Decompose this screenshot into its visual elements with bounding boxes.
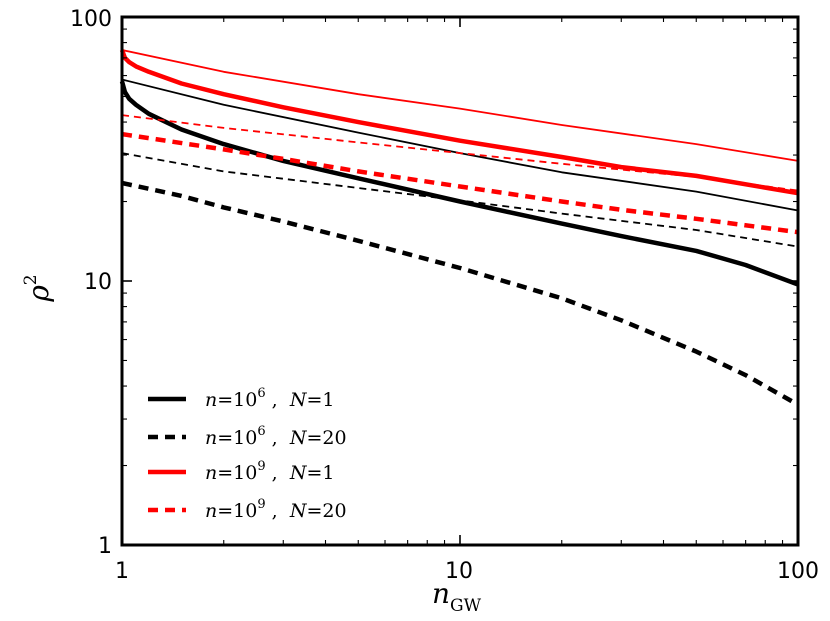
y-tick-label-1: 1 — [98, 534, 112, 559]
series-line-n9-N20 — [121, 131, 799, 235]
x-tick-label-100: 100 — [777, 559, 819, 584]
legend-label-n9-N1: n=109 , N=1 — [205, 459, 334, 484]
y-tick-label-10: 10 — [84, 270, 112, 295]
legend: n=106 , N=1 n=106 , N=20 n=109 , N=1 n=1… — [148, 386, 347, 522]
legend-label-n9-N20: n=109 , N=20 — [205, 497, 347, 522]
x-axis-label: nGW — [432, 577, 482, 616]
series-line-n9-N20-thin — [121, 114, 799, 192]
x-tick-label-1: 1 — [115, 559, 129, 584]
legend-label-n6-N1: n=106 , N=1 — [205, 386, 334, 411]
series-layer — [119, 49, 800, 407]
plot-frame — [120, 15, 800, 547]
y-tick-label-100: 100 — [70, 7, 112, 32]
x-tick-label-10: 10 — [445, 559, 473, 584]
y-axis-label: ρ2 — [21, 274, 55, 302]
legend-label-n6-N20: n=106 , N=20 — [205, 424, 347, 449]
series-line-n9-N1-thin — [121, 49, 799, 162]
series-line-n9-N1 — [119, 49, 799, 196]
series-line-n6-N1 — [119, 80, 799, 287]
series-line-n6-N20 — [121, 180, 800, 407]
series-line-n6-N20-thin — [121, 152, 799, 248]
